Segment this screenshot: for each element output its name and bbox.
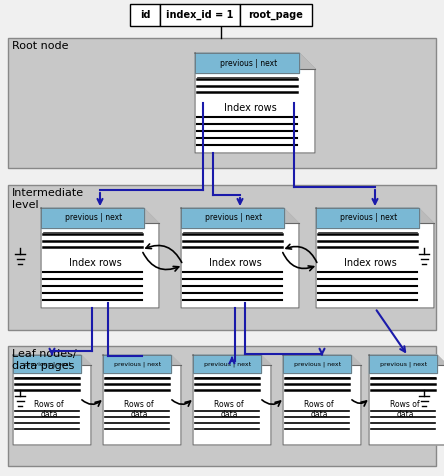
- Polygon shape: [81, 355, 91, 365]
- Text: Intermediate
level: Intermediate level: [12, 188, 84, 209]
- Text: previous | next: previous | next: [381, 361, 428, 367]
- Polygon shape: [193, 355, 261, 373]
- Polygon shape: [419, 208, 434, 223]
- Polygon shape: [437, 355, 444, 365]
- Polygon shape: [284, 208, 299, 223]
- Polygon shape: [316, 208, 434, 308]
- Text: Root node: Root node: [12, 41, 68, 51]
- Text: Leaf nodes/
data pages: Leaf nodes/ data pages: [12, 349, 77, 371]
- Bar: [8, 38, 436, 168]
- Text: root_page: root_page: [249, 10, 303, 20]
- Text: Index rows: Index rows: [224, 103, 277, 113]
- Polygon shape: [41, 208, 159, 308]
- Polygon shape: [181, 208, 299, 308]
- Polygon shape: [13, 355, 81, 373]
- Text: index_id = 1: index_id = 1: [166, 10, 234, 20]
- Polygon shape: [13, 355, 91, 445]
- Polygon shape: [261, 355, 271, 365]
- Text: previous | next: previous | next: [340, 214, 397, 222]
- Polygon shape: [171, 355, 181, 365]
- Polygon shape: [41, 208, 144, 228]
- Text: id: id: [140, 10, 150, 20]
- Polygon shape: [369, 355, 437, 373]
- Bar: [160, 4, 240, 26]
- Polygon shape: [283, 355, 361, 445]
- Polygon shape: [369, 355, 444, 445]
- Polygon shape: [316, 208, 419, 228]
- Text: Rows of
data: Rows of data: [390, 400, 420, 419]
- Text: previous | next: previous | next: [205, 214, 262, 222]
- Text: previous | next: previous | next: [115, 361, 162, 367]
- Polygon shape: [283, 355, 351, 373]
- Polygon shape: [181, 208, 284, 228]
- Bar: [130, 4, 160, 26]
- Polygon shape: [144, 208, 159, 223]
- Text: previous | next: previous | next: [220, 59, 278, 68]
- Text: previous | next: previous | next: [65, 214, 123, 222]
- Text: Index rows: Index rows: [344, 258, 397, 268]
- Polygon shape: [193, 355, 271, 445]
- Polygon shape: [195, 53, 299, 73]
- Polygon shape: [351, 355, 361, 365]
- Bar: [8, 185, 436, 330]
- Polygon shape: [103, 355, 181, 445]
- Text: previous | next: previous | next: [24, 361, 71, 367]
- Text: Rows of
data: Rows of data: [214, 400, 244, 419]
- Text: Rows of
data: Rows of data: [304, 400, 334, 419]
- Polygon shape: [299, 53, 315, 69]
- Polygon shape: [103, 355, 171, 373]
- Bar: [240, 4, 312, 26]
- Text: previous | next: previous | next: [204, 361, 251, 367]
- Bar: [8, 346, 436, 466]
- Text: Index rows: Index rows: [69, 258, 122, 268]
- Text: Rows of
data: Rows of data: [34, 400, 64, 419]
- Text: previous | next: previous | next: [294, 361, 341, 367]
- Polygon shape: [195, 53, 315, 153]
- Text: Index rows: Index rows: [209, 258, 262, 268]
- Text: Rows of
data: Rows of data: [124, 400, 154, 419]
